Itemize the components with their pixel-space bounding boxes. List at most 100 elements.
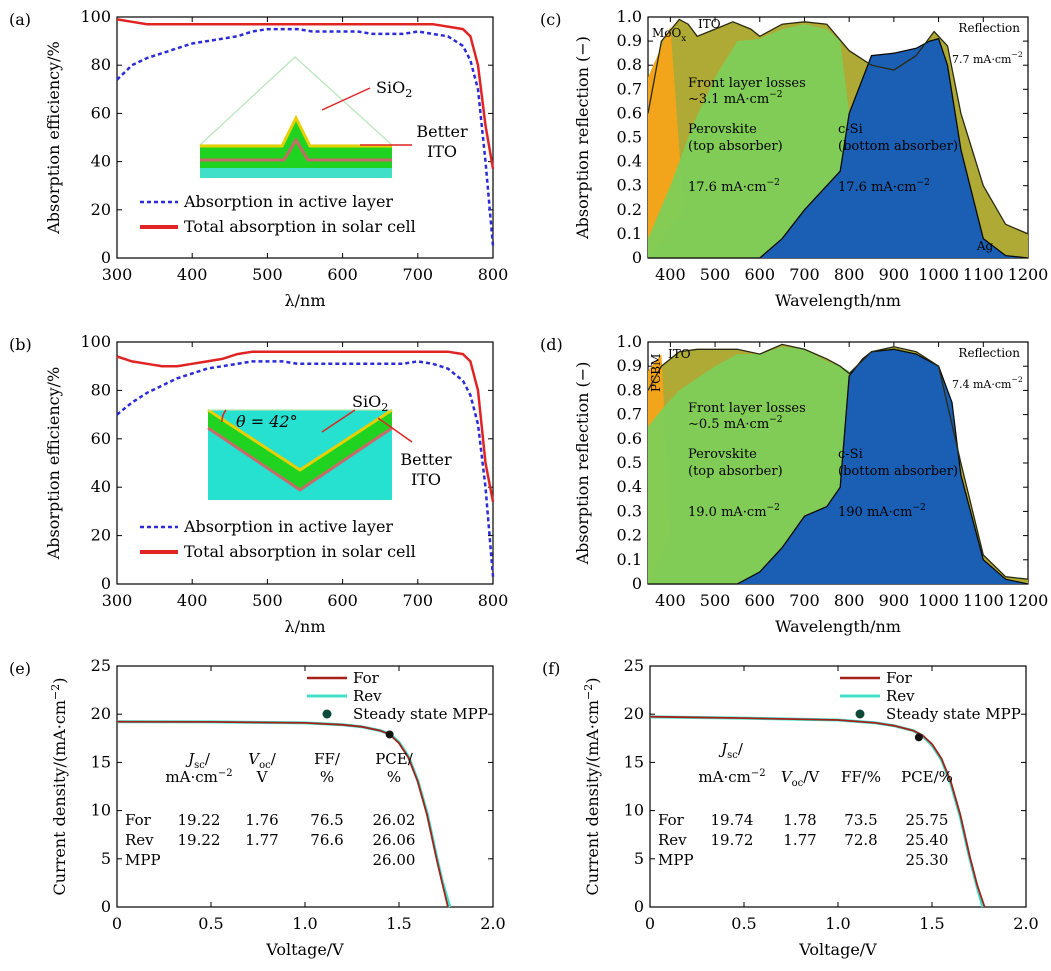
- panel-label: (d): [540, 335, 563, 354]
- header-jsc-main: J: [718, 740, 728, 758]
- series-total-absorption: [116, 18, 495, 170]
- moo-label-script: x: [681, 33, 686, 43]
- x-tick-label: 600: [744, 591, 775, 610]
- x-tick-label: 600: [327, 265, 358, 284]
- csi-label: c-Si: [838, 447, 863, 462]
- active-layer: [208, 410, 392, 490]
- header-pce: PCE/%: [901, 768, 953, 786]
- x-tick-label: 2.0: [1013, 914, 1038, 933]
- x-axis-label: λ/nm: [284, 617, 325, 636]
- y-tick-label: 0.7: [617, 79, 642, 98]
- axes-1: 300 400 500 600 700 800 0 20 40 60 80 100 λ/nm Absorp…: [9, 332, 508, 636]
- x-tick-label: 600: [327, 591, 358, 610]
- row-value: 26.00: [373, 851, 416, 869]
- panel-label: (a): [9, 10, 31, 29]
- header-jsc: Jsc/: [185, 750, 211, 771]
- legend-label-for: For: [886, 669, 913, 687]
- x-tick-label: 1.5: [386, 914, 411, 933]
- x-tick-label: 0: [645, 914, 655, 933]
- header-voc-unit: /V: [803, 768, 820, 786]
- sio2-pointer: [321, 87, 371, 111]
- x-tick-label: 800: [478, 591, 509, 610]
- y-axis-label-main: Current density/(mA·cm: [583, 700, 602, 896]
- row-label: MPP: [658, 851, 694, 869]
- reflection-value-script: −2: [1011, 50, 1022, 59]
- y-tick-label: 15: [624, 752, 644, 771]
- x-tick-label: 700: [789, 591, 820, 610]
- y-tick-label: 5: [634, 849, 644, 868]
- x-axis-label: Voltage/V: [798, 940, 877, 959]
- front-loss-value: ∼0.5 mA·cm−2: [688, 415, 783, 432]
- axes-5: 0 0.5 1.0 1.5 2.0 0 5 10 15 20 25 Voltage/V Current …: [542, 656, 1039, 959]
- y-tick-label: 40: [91, 152, 111, 171]
- x-tick-label: 400: [177, 591, 208, 610]
- substrate: [208, 410, 392, 500]
- y-tick-label: 20: [91, 200, 111, 219]
- csi-value-script: −2: [917, 178, 930, 188]
- y-tick-label: 0: [632, 574, 642, 593]
- header-ff: FF/%: [841, 768, 881, 786]
- row-value: 19.22: [178, 811, 221, 829]
- header-jsc-unit-sup: −2: [751, 768, 766, 779]
- row-label: Rev: [125, 831, 154, 849]
- moo-label: MoOx: [652, 26, 686, 43]
- header-jsc-unit-main: mA·cm: [165, 768, 217, 786]
- area-group: [647, 343, 1029, 585]
- x-tick-label: 1200: [1008, 591, 1049, 610]
- better-label: Better: [400, 450, 452, 469]
- row-value: 73.5: [844, 811, 877, 829]
- row-value: 76.5: [310, 811, 343, 829]
- better-label: Better: [416, 122, 468, 141]
- legend-label-mpp: Steady state MPP: [353, 705, 488, 723]
- y-tick-label: 1.0: [617, 332, 642, 351]
- legend-swatch-mpp: [855, 709, 865, 719]
- header-jsc-unit-sup: −2: [218, 768, 233, 779]
- plot-frame: [116, 665, 494, 908]
- reflection-label: Reflection: [958, 346, 1020, 360]
- y-tick-label: 5: [101, 849, 111, 868]
- y-tick-label: 0.5: [617, 453, 642, 472]
- performance-table: Jsc/mA·cm−2 Voc/V FF/% PCE/%For 19.74 1.78 73.…: [658, 740, 953, 869]
- reflection-value-main: 7.4 mA·cm: [952, 378, 1012, 391]
- sio2-label-main: SiO: [352, 392, 381, 411]
- interface-layer: [200, 137, 392, 162]
- y-tick-label: 0: [634, 897, 644, 916]
- y-tick-label: 0.5: [617, 128, 642, 147]
- header-jsc-sub: sc: [194, 760, 205, 771]
- header-ff: FF/: [314, 750, 341, 768]
- legend-label-mpp: Steady state MPP: [886, 705, 1021, 723]
- perovskite-label: Perovskite: [688, 122, 757, 137]
- x-tick-label: 1.0: [825, 914, 850, 933]
- csi-label: c-Si: [838, 122, 863, 137]
- y-tick-label: 0: [101, 574, 111, 593]
- plot-frame: [116, 341, 494, 585]
- header-pce-unit: %: [387, 768, 401, 786]
- row-value: 72.8: [844, 831, 877, 849]
- front-loss-value-script: −2: [769, 90, 782, 100]
- row-label: MPP: [125, 851, 161, 869]
- perovskite-label: Perovskite: [688, 447, 757, 462]
- x-tick-label: 700: [403, 265, 434, 284]
- ag-label: Ag: [976, 239, 994, 253]
- front-loss-value-script: −2: [769, 415, 782, 425]
- x-tick-label: 400: [177, 265, 208, 284]
- y-tick-label: 0: [101, 248, 111, 267]
- series-active-layer: [116, 27, 495, 247]
- interface-layer: [207, 426, 393, 492]
- row-label: Rev: [658, 831, 687, 849]
- ito-label: ITO: [698, 17, 721, 31]
- ito-label: ITO: [411, 470, 441, 489]
- x-tick-label: 800: [834, 591, 865, 610]
- header-jsc: Jsc/: [718, 740, 744, 761]
- y-axis-label-main: Current density/(mA·cm: [50, 700, 69, 896]
- x-tick-label: 700: [789, 265, 820, 284]
- panel-label: (b): [9, 335, 32, 354]
- row-value: 26.06: [373, 831, 416, 849]
- front-loss-label: Front layer losses: [688, 76, 806, 91]
- y-tick-label: 60: [91, 103, 111, 122]
- x-tick-label: 400: [655, 591, 686, 610]
- y-tick-label: 0: [632, 248, 642, 267]
